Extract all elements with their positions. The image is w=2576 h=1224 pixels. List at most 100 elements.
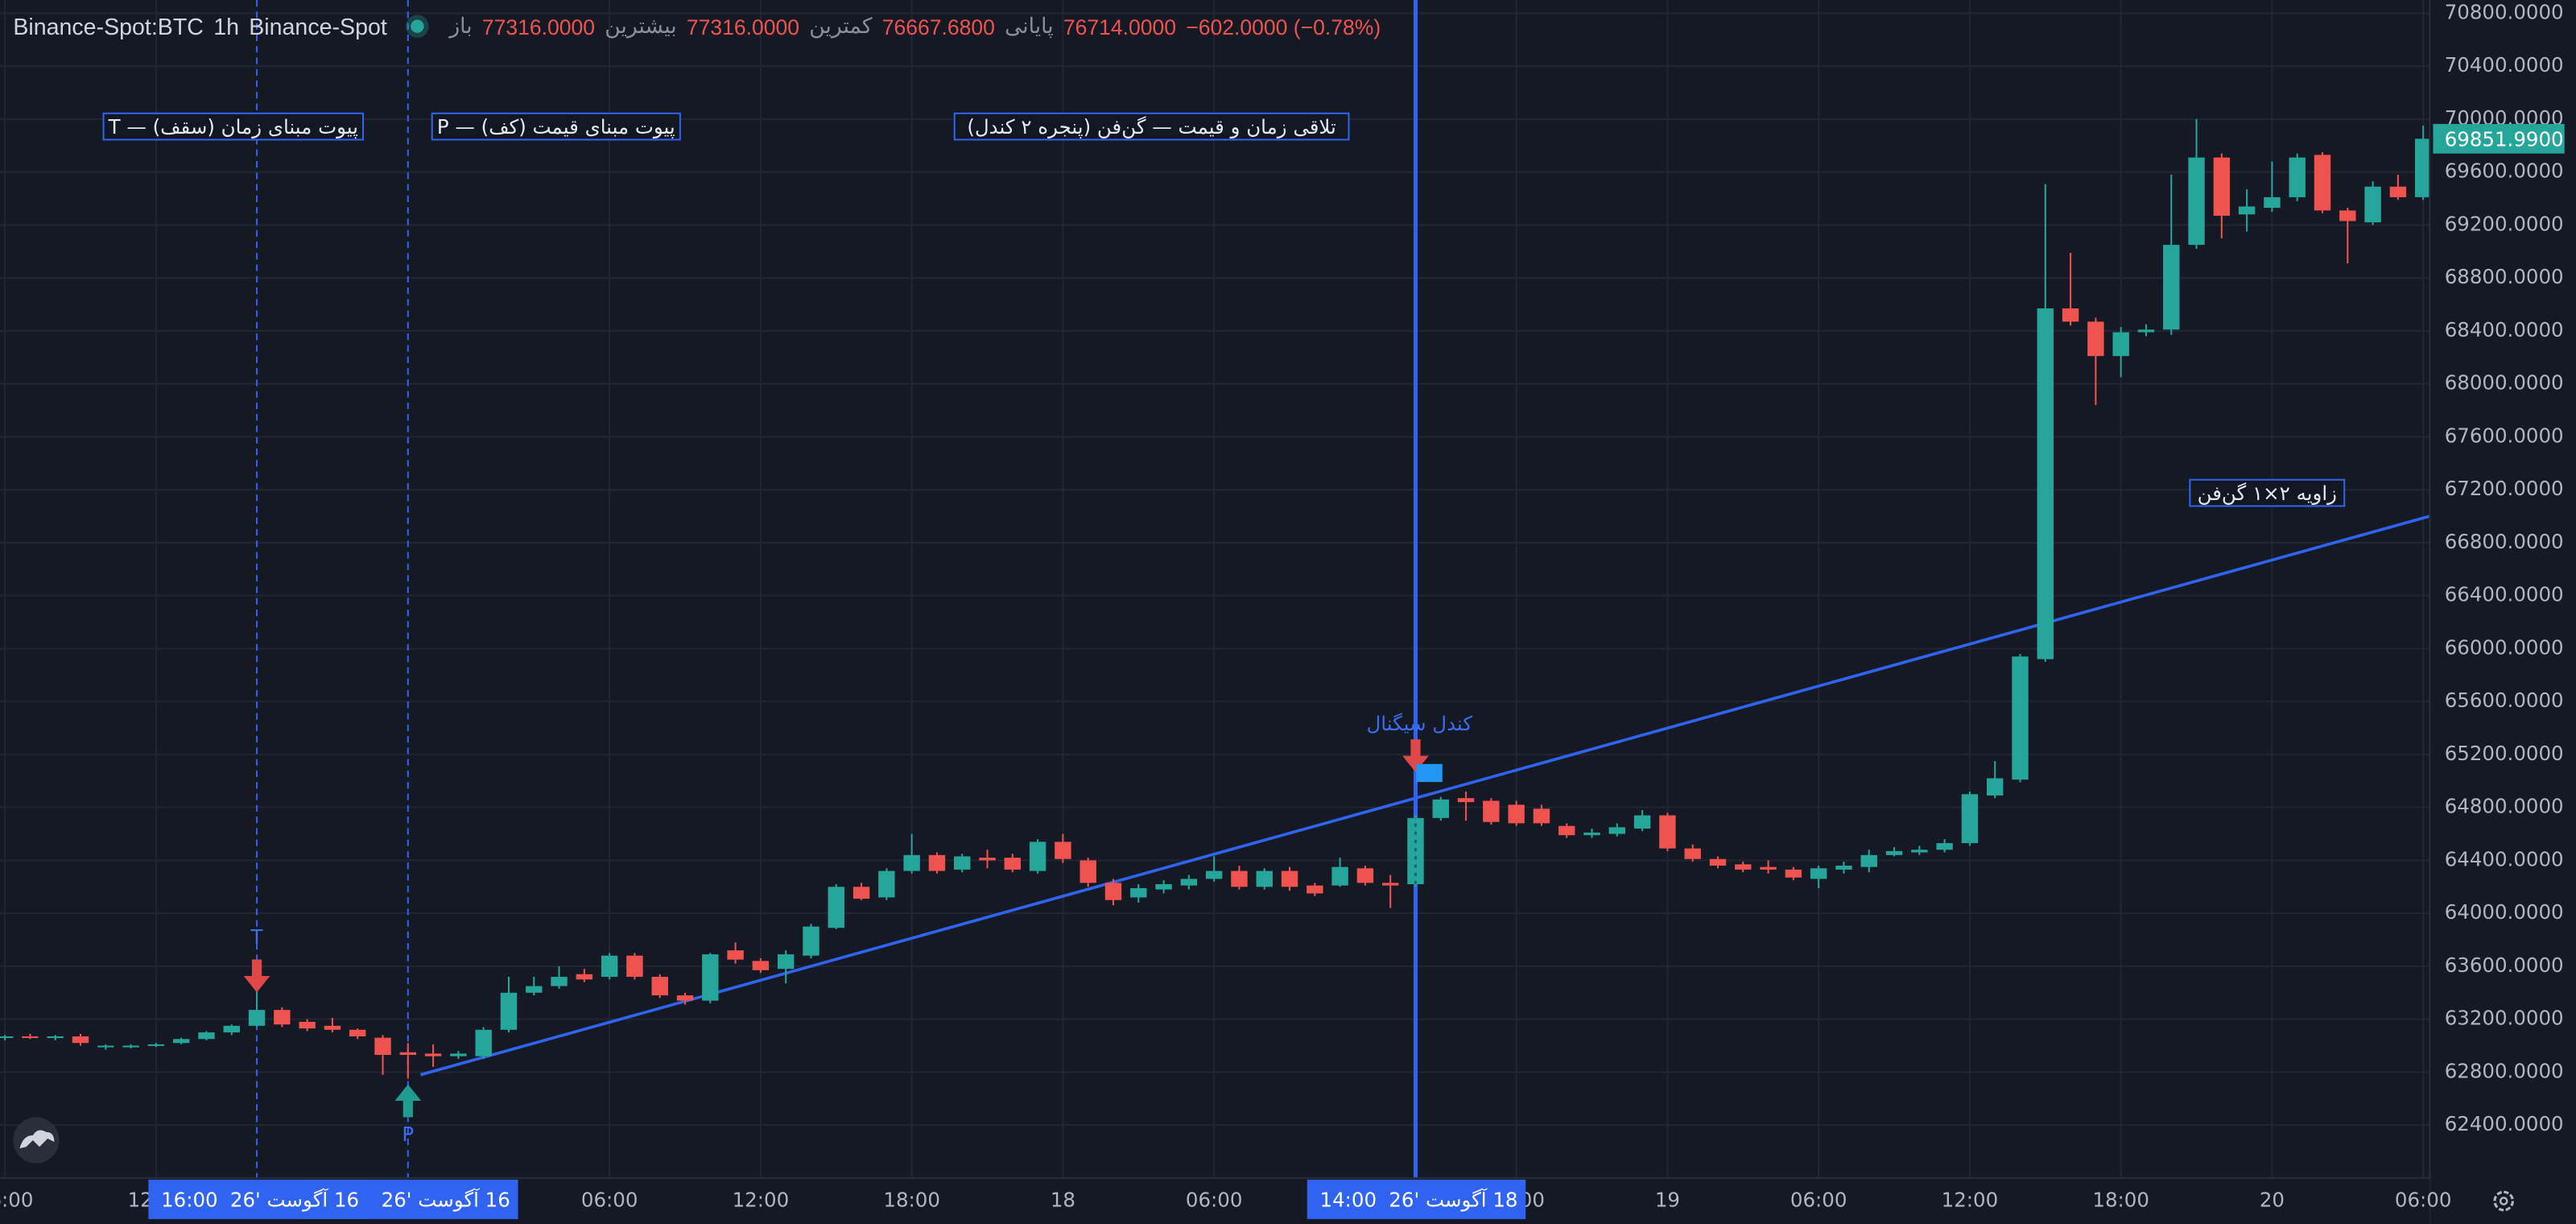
- y-tick-label: 64400.0000: [2445, 847, 2564, 870]
- ohlc-value: 76667.6800: [881, 14, 995, 39]
- candle-body: [248, 1010, 266, 1026]
- x-tick-label: 06:00: [1186, 1188, 1243, 1211]
- candle-body: [752, 961, 770, 970]
- x-tick-label: 18:00: [883, 1188, 940, 1211]
- candle-body: [500, 992, 518, 1030]
- symbol[interactable]: Binance-Spot:BTC: [13, 13, 204, 39]
- candle-body: [97, 1045, 114, 1048]
- x-tick-label: 06:00: [2395, 1188, 2452, 1211]
- candle-body: [1684, 848, 1701, 859]
- axis-highlight: [299, 1179, 518, 1219]
- annotation-box: [431, 112, 681, 141]
- status-dot: [410, 19, 423, 33]
- y-tick-label: 69600.0000: [2445, 159, 2564, 183]
- candle-body: [122, 1045, 139, 1048]
- candle-body: [1659, 815, 1676, 849]
- ohlc-value: 77316.0000: [481, 14, 596, 39]
- y-tick-label: 67600.0000: [2445, 424, 2564, 447]
- y-tick-label: 70800.0000: [2445, 0, 2564, 23]
- arrow-up: [394, 1084, 422, 1118]
- candle-body: [2414, 139, 2432, 197]
- candle-body: [852, 887, 870, 899]
- y-tick-label: 68400.0000: [2445, 318, 2564, 341]
- annotation-text: پیوت مبنای قیمت (کف) — P: [437, 115, 675, 139]
- candle-body: [1130, 887, 1147, 898]
- y-tick-label: 62400.0000: [2445, 1112, 2564, 1135]
- highlight-date: 18 آگوست '26: [1389, 1188, 1517, 1211]
- candle-body: [1583, 832, 1600, 836]
- candle-body: [274, 1010, 291, 1025]
- candle-body: [374, 1037, 391, 1056]
- candle-body: [2137, 329, 2155, 333]
- last-price-tag: [2433, 123, 2565, 154]
- candle-body: [1709, 858, 1727, 866]
- ohlc-label: باز: [449, 13, 473, 38]
- candle-body: [1936, 843, 1953, 850]
- candle-body: [0, 1036, 14, 1039]
- candle-body: [2188, 157, 2205, 246]
- x-tick-label: 18:00: [2092, 1188, 2149, 1211]
- candle-body: [1155, 883, 1172, 890]
- marker-label: P: [402, 1123, 414, 1146]
- axis-highlight: [1307, 1179, 1526, 1219]
- legend-header: Binance-Spot:BTC 1h Binance-Spot باز 7731…: [13, 10, 1381, 43]
- annotation-box: [953, 112, 1350, 141]
- candle-body: [1381, 883, 1399, 886]
- candle-body: [1055, 842, 1071, 859]
- y-tick-label: 66000.0000: [2445, 635, 2564, 659]
- y-tick-label: 68000.0000: [2445, 371, 2564, 395]
- candle-body: [2264, 196, 2281, 209]
- y-tick-label: 69200.0000: [2445, 212, 2564, 235]
- candle-body: [1231, 870, 1248, 887]
- candle-body: [1180, 879, 1198, 886]
- candle-body: [299, 1021, 316, 1029]
- ohlc-value: 76714.0000: [1063, 14, 1177, 39]
- candle-body: [702, 954, 719, 1001]
- gann-line: [419, 515, 2430, 1077]
- candle-body: [1432, 799, 1449, 818]
- candle-body: [172, 1039, 190, 1044]
- candle-body: [1885, 850, 1903, 855]
- y-tick-label: 70400.0000: [2445, 53, 2564, 76]
- logo-icon: [19, 1130, 55, 1149]
- candle-body: [803, 926, 819, 956]
- y-tick-label: 65200.0000: [2445, 742, 2564, 765]
- candle-body: [1104, 883, 1122, 900]
- candle-body: [1307, 885, 1323, 894]
- candle-body: [2037, 308, 2054, 660]
- last-price-label: 69851.9900: [2445, 127, 2564, 151]
- arrow-down: [243, 959, 270, 993]
- annotation-text: زاویه ۲×۱ گن‌فن: [2198, 482, 2337, 505]
- candle-body: [223, 1025, 240, 1033]
- candle-body: [1356, 868, 1374, 883]
- candle-body: [475, 1029, 492, 1057]
- candle-body: [349, 1029, 366, 1037]
- x-tick-label: 20: [2260, 1188, 2285, 1211]
- candle-body: [22, 1036, 39, 1039]
- y-tick-label: 64000.0000: [2445, 900, 2564, 924]
- candle-body: [626, 955, 643, 978]
- settings-icon-center: [2499, 1197, 2508, 1205]
- y-tick-label: 65600.0000: [2445, 688, 2564, 712]
- marker-label: T: [250, 925, 264, 949]
- candle-body: [1457, 798, 1475, 803]
- candle-body: [147, 1044, 165, 1046]
- candle-body: [1508, 804, 1525, 824]
- x-tick-label: 06:00: [1790, 1188, 1847, 1211]
- candle-body: [601, 955, 618, 978]
- highlight-date: 16 آگوست '26: [230, 1188, 359, 1211]
- ohlc-value: 77316.0000: [686, 14, 800, 39]
- exchange: Binance-Spot: [249, 13, 387, 39]
- x-tick-label: 18: [1051, 1188, 1075, 1211]
- interval[interactable]: 1h: [213, 13, 240, 39]
- candle-body: [2112, 332, 2129, 357]
- candle-body: [1533, 808, 1550, 824]
- candle-body: [1633, 815, 1651, 829]
- signal-label: کندل سیگنال: [1367, 712, 1473, 735]
- candle-body: [2087, 321, 2104, 357]
- annotation-box: [102, 112, 365, 141]
- candle-body: [2289, 157, 2306, 197]
- annotation-text: پیوت مبنای زمان (سقف) — T: [108, 115, 358, 139]
